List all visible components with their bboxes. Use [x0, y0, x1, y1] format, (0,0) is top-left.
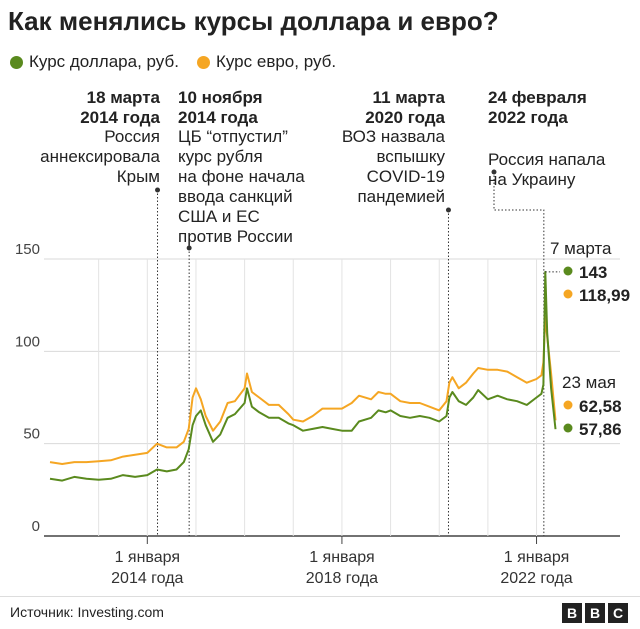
callout-value-eur-march7: 118,99: [579, 286, 630, 305]
footer-divider: [0, 596, 640, 597]
event-text: вспышку: [376, 147, 445, 166]
legend-label-eur: Курс евро, руб.: [215, 52, 337, 71]
event-date: 2014 года: [80, 108, 160, 127]
event-text: ВОЗ назвала: [342, 127, 446, 146]
callout-dot-usd-icon: [563, 423, 573, 433]
bbc-logo-letter: B: [562, 603, 582, 623]
callout-value-usd-may23: 57,86: [579, 420, 622, 439]
callout-date-may23: 23 мая: [562, 373, 616, 392]
event-text: ЦБ “отпустил”: [178, 127, 288, 146]
x-tick-label: 1 января: [115, 549, 180, 566]
event-leader-line: [493, 172, 545, 536]
source-note: Источник: Investing.com: [10, 604, 164, 620]
event-date: 11 марта: [373, 88, 446, 107]
x-axis: 1 января 2014 года 1 января 2018 года 1 янва…: [111, 536, 573, 587]
event-leader-dot: [186, 245, 192, 251]
event-leader-dot: [445, 207, 451, 213]
series-line: [49, 315, 557, 465]
event-date: 18 марта: [87, 88, 161, 107]
series-line: [49, 270, 557, 482]
event-date: 2022 года: [488, 108, 568, 127]
y-axis: 0 50 100 150: [15, 241, 40, 535]
x-tick-label: 2022 года: [500, 570, 572, 587]
event-text: Россия: [104, 127, 160, 146]
callout-dot-usd-icon: [563, 266, 573, 276]
event-text: COVID-19: [367, 167, 445, 186]
event-text: США и ЕС: [178, 207, 260, 226]
bbc-logo-letter: B: [585, 603, 605, 623]
gridlines: [44, 258, 620, 537]
legend-item-eur: Курс евро, руб.: [196, 52, 337, 72]
x-tick-label: 2014 года: [111, 570, 183, 587]
x-tick-label: 1 января: [504, 549, 569, 566]
y-tick-label: 150: [15, 241, 40, 258]
event-text: пандемией: [357, 187, 445, 206]
event-text: Россия напала: [488, 150, 606, 169]
legend-label-usd: Курс доллара, руб.: [29, 52, 179, 71]
y-tick-label: 50: [23, 426, 40, 443]
bbc-logo: B B C: [562, 603, 628, 623]
legend: Курс доллара, руб. Курс евро, руб.: [10, 52, 336, 72]
y-tick-label: 100: [15, 333, 40, 350]
event-leader-dot: [155, 187, 161, 193]
event-text: на Украину: [488, 170, 576, 189]
y-tick-label: 0: [32, 518, 40, 535]
bbc-logo-letter: C: [608, 603, 628, 623]
callouts: 7 марта 143 118,99 23 мая 62,58 57,86: [545, 239, 630, 439]
chart-title: Как менялись курсы доллара и евро?: [8, 6, 499, 36]
event-text: против России: [178, 227, 293, 246]
event-text: на фоне начала: [178, 167, 305, 186]
event-text: курс рубля: [178, 147, 263, 166]
callout-value-usd-march7: 143: [579, 263, 607, 282]
event-text: ввода санкций: [178, 187, 293, 206]
callout-dot-eur-icon: [563, 400, 573, 410]
legend-dot-usd-icon: [10, 55, 23, 69]
event-leader-dot: [491, 169, 497, 175]
x-tick-label: 2018 года: [306, 570, 378, 587]
event-date: 10 ноября: [178, 88, 263, 107]
legend-item-usd: Курс доллара, руб.: [10, 52, 179, 72]
callout-value-eur-may23: 62,58: [579, 397, 622, 416]
event-date: 24 февраля: [488, 88, 587, 107]
event-text: аннексировала: [40, 147, 160, 166]
x-tick-label: 1 января: [309, 549, 374, 566]
legend-dot-eur-icon: [196, 55, 210, 69]
event-date: 2020 года: [365, 108, 445, 127]
callout-dot-eur-icon: [563, 289, 573, 299]
event-date: 2014 года: [178, 108, 258, 127]
event-text: Крым: [117, 167, 160, 186]
callout-date-march7: 7 марта: [550, 239, 612, 258]
series-lines: [49, 270, 557, 482]
